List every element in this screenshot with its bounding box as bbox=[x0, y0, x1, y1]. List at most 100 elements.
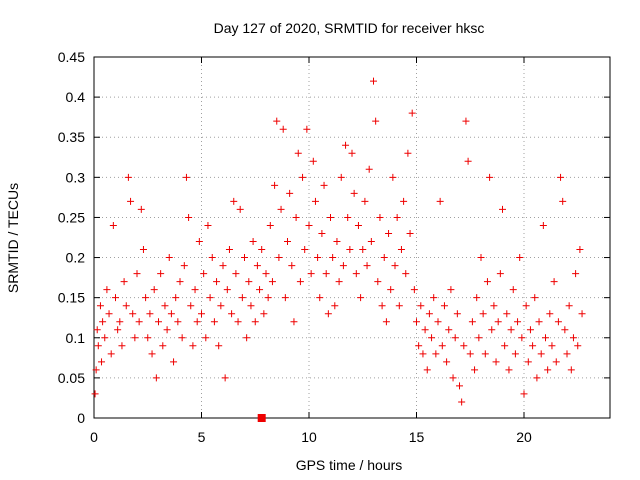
data-point bbox=[228, 310, 236, 318]
data-point bbox=[372, 117, 380, 125]
plot-frame bbox=[93, 56, 611, 419]
y-tick-label: 0.15 bbox=[58, 290, 85, 306]
data-point bbox=[544, 366, 552, 374]
data-point bbox=[537, 350, 545, 358]
data-point bbox=[516, 254, 524, 262]
data-point bbox=[107, 350, 115, 358]
data-point bbox=[408, 109, 416, 117]
x-tick-label: 5 bbox=[198, 429, 206, 445]
data-point bbox=[92, 366, 100, 374]
data-point bbox=[230, 197, 238, 205]
data-point bbox=[152, 374, 160, 382]
data-point bbox=[223, 286, 231, 294]
data-point bbox=[526, 326, 534, 334]
data-point bbox=[155, 318, 162, 326]
data-point bbox=[167, 310, 175, 318]
data-point bbox=[305, 221, 313, 229]
data-point bbox=[456, 382, 463, 390]
data-point bbox=[266, 221, 274, 229]
data-point bbox=[268, 278, 276, 286]
data-point bbox=[490, 302, 498, 310]
data-point bbox=[419, 350, 427, 358]
data-point bbox=[318, 229, 326, 237]
data-point bbox=[105, 310, 113, 318]
data-point bbox=[535, 318, 543, 326]
data-point bbox=[507, 326, 515, 334]
data-point bbox=[292, 213, 300, 221]
data-point bbox=[161, 302, 169, 310]
data-point bbox=[389, 173, 397, 181]
data-point bbox=[557, 173, 565, 181]
data-point bbox=[232, 270, 240, 278]
data-point bbox=[432, 350, 440, 358]
y-axis-label: SRMTID / TECUs bbox=[5, 183, 21, 293]
data-point bbox=[415, 342, 423, 350]
data-point bbox=[157, 270, 165, 278]
data-point bbox=[445, 326, 453, 334]
data-point bbox=[178, 334, 186, 342]
data-point bbox=[198, 310, 205, 318]
data-point bbox=[189, 342, 197, 350]
data-point bbox=[185, 213, 193, 221]
data-point bbox=[468, 318, 476, 326]
data-point bbox=[376, 213, 384, 221]
data-point bbox=[182, 173, 190, 181]
data-point bbox=[565, 302, 573, 310]
data-point bbox=[337, 173, 345, 181]
y-tick-label: 0.1 bbox=[66, 330, 86, 346]
data-point bbox=[98, 358, 106, 366]
data-point bbox=[503, 310, 511, 318]
data-point bbox=[522, 302, 530, 310]
data-point bbox=[99, 318, 107, 326]
data-point bbox=[296, 278, 304, 286]
data-point bbox=[275, 254, 283, 262]
data-point bbox=[397, 246, 405, 254]
data-point bbox=[361, 197, 369, 205]
data-point bbox=[387, 286, 395, 294]
data-point bbox=[234, 318, 242, 326]
data-point bbox=[131, 334, 139, 342]
data-point bbox=[494, 318, 502, 326]
data-point bbox=[400, 197, 408, 205]
data-point bbox=[417, 302, 425, 310]
data-point bbox=[335, 278, 343, 286]
data-point bbox=[524, 358, 532, 366]
data-point bbox=[91, 390, 99, 398]
data-point bbox=[402, 270, 410, 278]
data-point bbox=[322, 270, 330, 278]
y-tick-label: 0.35 bbox=[58, 129, 85, 145]
data-point bbox=[449, 374, 457, 382]
data-point bbox=[225, 246, 233, 254]
data-point bbox=[176, 278, 184, 286]
data-point bbox=[380, 254, 388, 262]
data-point bbox=[180, 262, 188, 270]
data-point bbox=[286, 189, 294, 197]
data-point bbox=[546, 310, 554, 318]
data-point bbox=[139, 246, 147, 254]
data-point bbox=[550, 278, 558, 286]
data-point bbox=[339, 262, 347, 270]
data-point bbox=[554, 318, 562, 326]
data-point bbox=[423, 366, 431, 374]
y-tick-label: 0.05 bbox=[58, 370, 85, 386]
data-point bbox=[404, 149, 412, 157]
data-point bbox=[385, 229, 393, 237]
data-point bbox=[548, 342, 556, 350]
data-point bbox=[103, 286, 111, 294]
data-point bbox=[447, 286, 455, 294]
data-point bbox=[496, 270, 504, 278]
data-point bbox=[260, 310, 268, 318]
data-point bbox=[327, 213, 334, 221]
data-point bbox=[120, 278, 128, 286]
data-point bbox=[206, 294, 214, 302]
data-point bbox=[279, 125, 287, 133]
x-tick-label: 20 bbox=[516, 429, 532, 445]
data-point bbox=[378, 302, 386, 310]
data-point bbox=[253, 262, 261, 270]
data-point bbox=[137, 205, 145, 213]
data-point bbox=[367, 238, 375, 246]
data-point bbox=[124, 173, 132, 181]
data-point bbox=[559, 197, 567, 205]
x-axis-label: GPS time / hours bbox=[296, 457, 403, 473]
data-point bbox=[271, 181, 279, 189]
